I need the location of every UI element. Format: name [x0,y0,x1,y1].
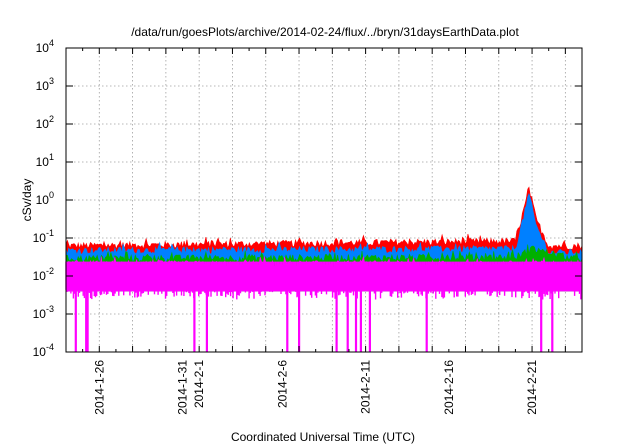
y-tick-label: 10-3 [33,304,54,321]
dropout-mark [368,291,371,352]
tick-layer: 10-4 10-3 10-2 10-1 100 101 102 103 104 2014-1-26… [33,38,583,415]
grid-layer [66,48,582,352]
dropout-mark [346,291,349,352]
chart-title: /data/run/goesPlots/archive/2014-02-24/f… [131,25,519,39]
data-layer [65,186,583,352]
x-tick-label: 2014-1-31 [176,360,190,415]
dropout-mark [205,291,208,352]
dropout-mark [74,291,77,352]
dropout-mark [298,291,301,352]
x-tick-label: 2014-2-6 [275,360,289,408]
y-tick-label: 101 [36,152,54,169]
x-tick-label: 2014-2-21 [525,360,539,415]
y-tick-label: 10-2 [33,266,54,283]
dropout-mark [425,291,428,352]
x-tick-label: 2014-1-26 [92,360,106,415]
dropout-mark [85,291,88,352]
y-tick-label: 10-4 [33,342,54,359]
dropout-mark [359,291,362,352]
x-tick-label: 2014-2-11 [359,360,373,414]
y-tick-label: 10-1 [33,228,54,245]
y-tick-label: 104 [36,38,54,55]
y-tick-label: 103 [36,76,54,93]
x-tick-label: 2014-2-16 [442,360,456,415]
dropout-mark [86,291,89,352]
dropout-mark [193,291,196,352]
y-axis-label: cSv/day [20,179,34,222]
dropout-mark [551,291,554,352]
y-tick-label: 100 [36,190,54,207]
y-tick-label: 102 [36,114,54,131]
x-axis-label: Coordinated Universal Time (UTC) [231,430,415,444]
x-tick-label: 2014-2-1 [192,360,206,408]
dropout-mark [540,291,543,352]
dropout-mark [286,291,289,352]
dropout-mark [354,291,358,352]
dropout-mark [335,291,338,352]
